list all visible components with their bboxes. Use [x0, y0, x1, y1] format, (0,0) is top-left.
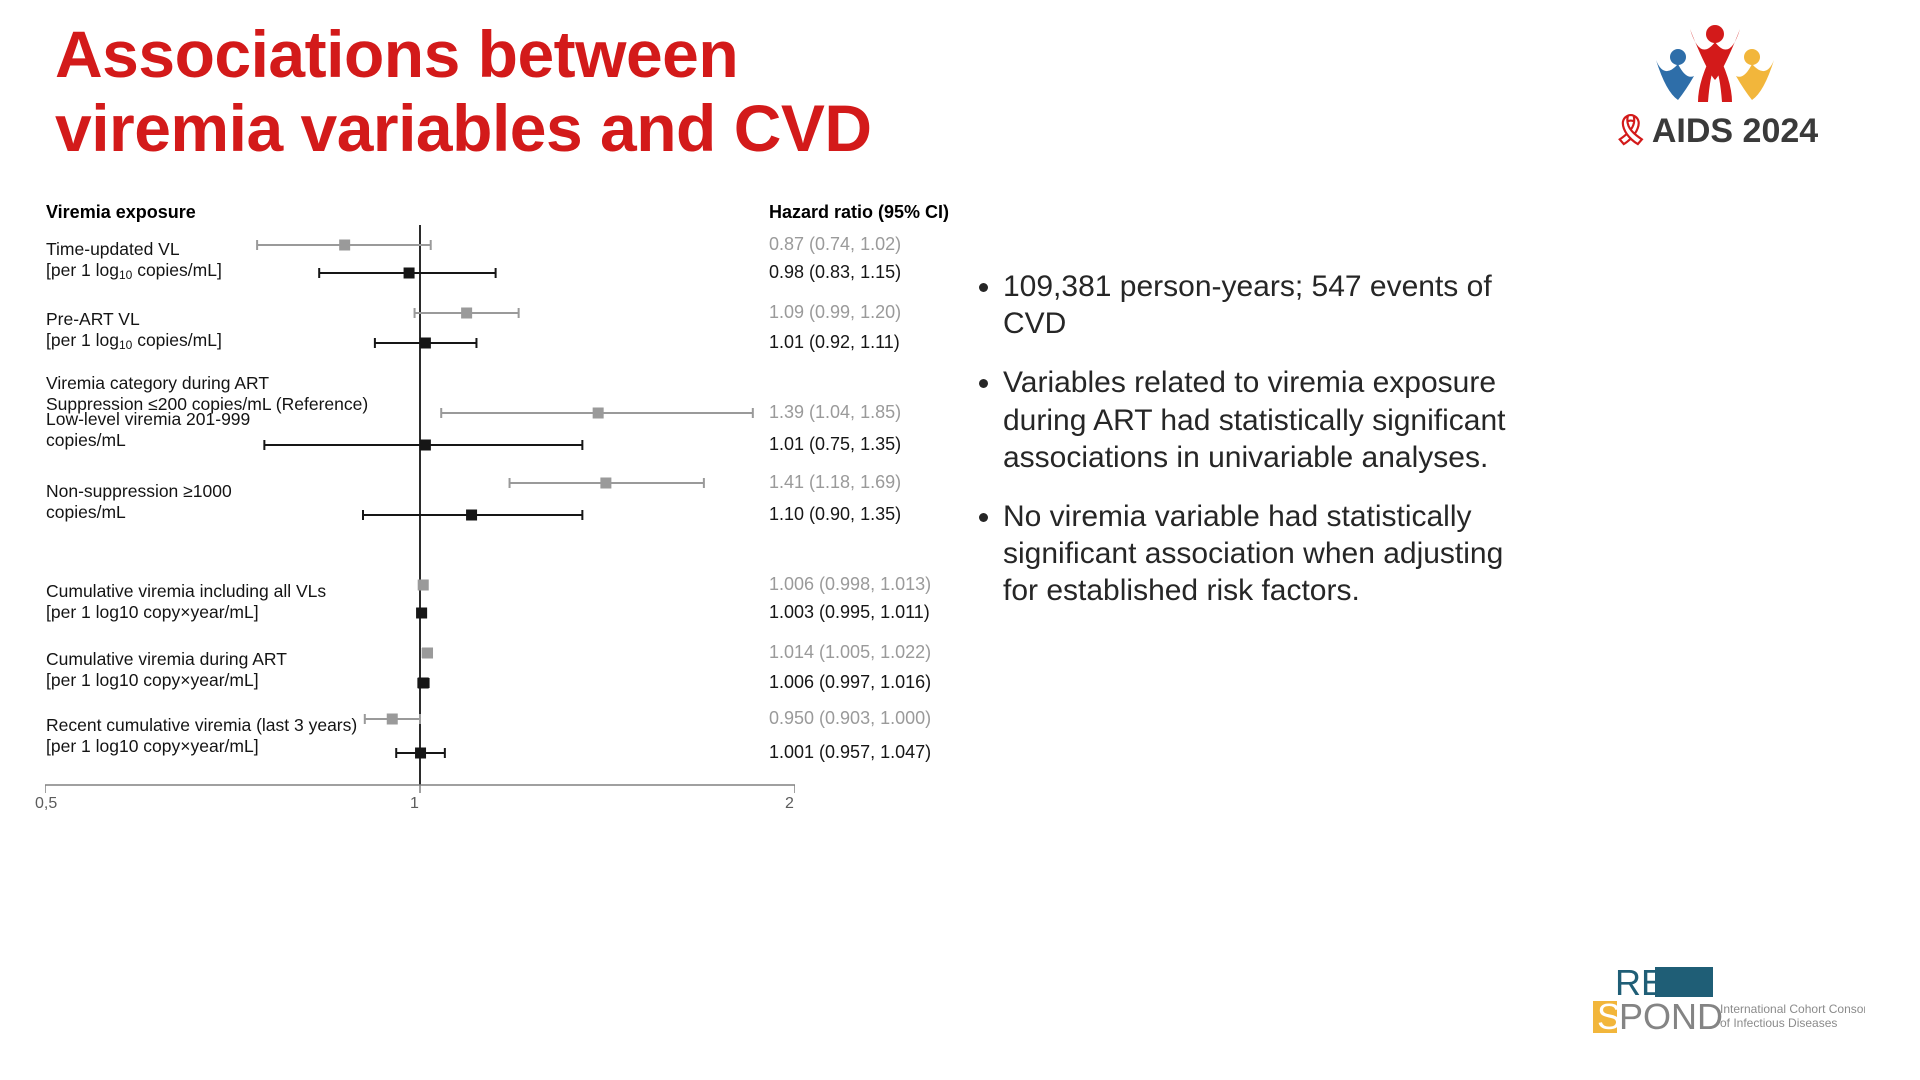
- axis-tick-label: 1: [410, 795, 419, 813]
- chart-right-header: Hazard ratio (95% CI): [769, 202, 949, 223]
- axis-tick-label: 2: [785, 795, 794, 813]
- hazard-ratio-value: 0.950 (0.903, 1.000): [769, 708, 931, 729]
- slide: Associations between viremia variables a…: [0, 0, 1920, 1080]
- exposure-label: Pre-ART VL[per 1 log10 copies/mL]: [46, 309, 222, 350]
- exposure-label: Low-level viremia 201-999 copies/mL: [46, 409, 250, 450]
- title-line-1: Associations between: [55, 17, 738, 91]
- respond-tagline-2: of Infectious Diseases: [1720, 1016, 1837, 1030]
- aids-2024-logo: 🎗AIDS 2024: [1570, 20, 1860, 151]
- exposure-label: Non-suppression ≥1000 copies/mL: [46, 481, 232, 522]
- respond-logo: RE S POND International Cohort Consortiu…: [1525, 961, 1865, 1046]
- slide-title: Associations between viremia variables a…: [55, 18, 872, 166]
- hazard-ratio-value: 1.006 (0.998, 1.013): [769, 574, 931, 595]
- axis-tick-label: 0,5: [35, 795, 57, 813]
- exposure-label: Time-updated VL[per 1 log10 copies/mL]: [46, 239, 222, 280]
- exposure-label: Cumulative viremia including all VLs[per…: [46, 581, 326, 622]
- hazard-ratio-value: 1.39 (1.04, 1.85): [769, 402, 901, 423]
- respond-block-icon: [1655, 967, 1713, 997]
- hazard-ratio-value: 1.003 (0.995, 1.011): [769, 602, 930, 623]
- title-line-2: viremia variables and CVD: [55, 91, 872, 165]
- exposure-label: Cumulative viremia during ART[per 1 log1…: [46, 649, 287, 690]
- bullet-item: No viremia variable had statistically si…: [1003, 498, 1515, 610]
- exposure-label: Recent cumulative viremia (last 3 years)…: [46, 715, 357, 756]
- hazard-ratio-value: 1.006 (0.997, 1.016): [769, 672, 931, 693]
- chart-left-header: Viremia exposure: [46, 202, 196, 223]
- bullet-item: 109,381 person-years; 547 events of CVD: [1003, 268, 1515, 342]
- ribbon-icon: 🎗: [1612, 114, 1650, 147]
- respond-s: S: [1597, 996, 1621, 1037]
- hazard-ratio-value: 1.09 (0.99, 1.20): [769, 302, 901, 323]
- aids-people-icon: [1650, 20, 1780, 108]
- hazard-ratio-value: 1.01 (0.92, 1.11): [769, 332, 900, 353]
- respond-pond: POND: [1619, 996, 1723, 1037]
- respond-tagline-1: International Cohort Consortium: [1720, 1002, 1865, 1016]
- hazard-ratio-value: 1.01 (0.75, 1.35): [769, 434, 901, 455]
- conference-label: AIDS 2024: [1652, 112, 1818, 150]
- hazard-ratio-value: 0.87 (0.74, 1.02): [769, 234, 901, 255]
- hazard-ratio-value: 1.41 (1.18, 1.69): [769, 472, 901, 493]
- hazard-ratio-value: 0.98 (0.83, 1.15): [769, 262, 901, 283]
- aids-logo-text: 🎗AIDS 2024: [1570, 112, 1860, 151]
- hazard-ratio-value: 1.014 (1.005, 1.022): [769, 642, 931, 663]
- hazard-ratio-value: 1.001 (0.957, 1.047): [769, 742, 931, 763]
- key-findings-list: 109,381 person-years; 547 events of CVD …: [975, 268, 1515, 632]
- bullet-item: Variables related to viremia exposure du…: [1003, 364, 1515, 476]
- hazard-ratio-value: 1.10 (0.90, 1.35): [769, 504, 901, 525]
